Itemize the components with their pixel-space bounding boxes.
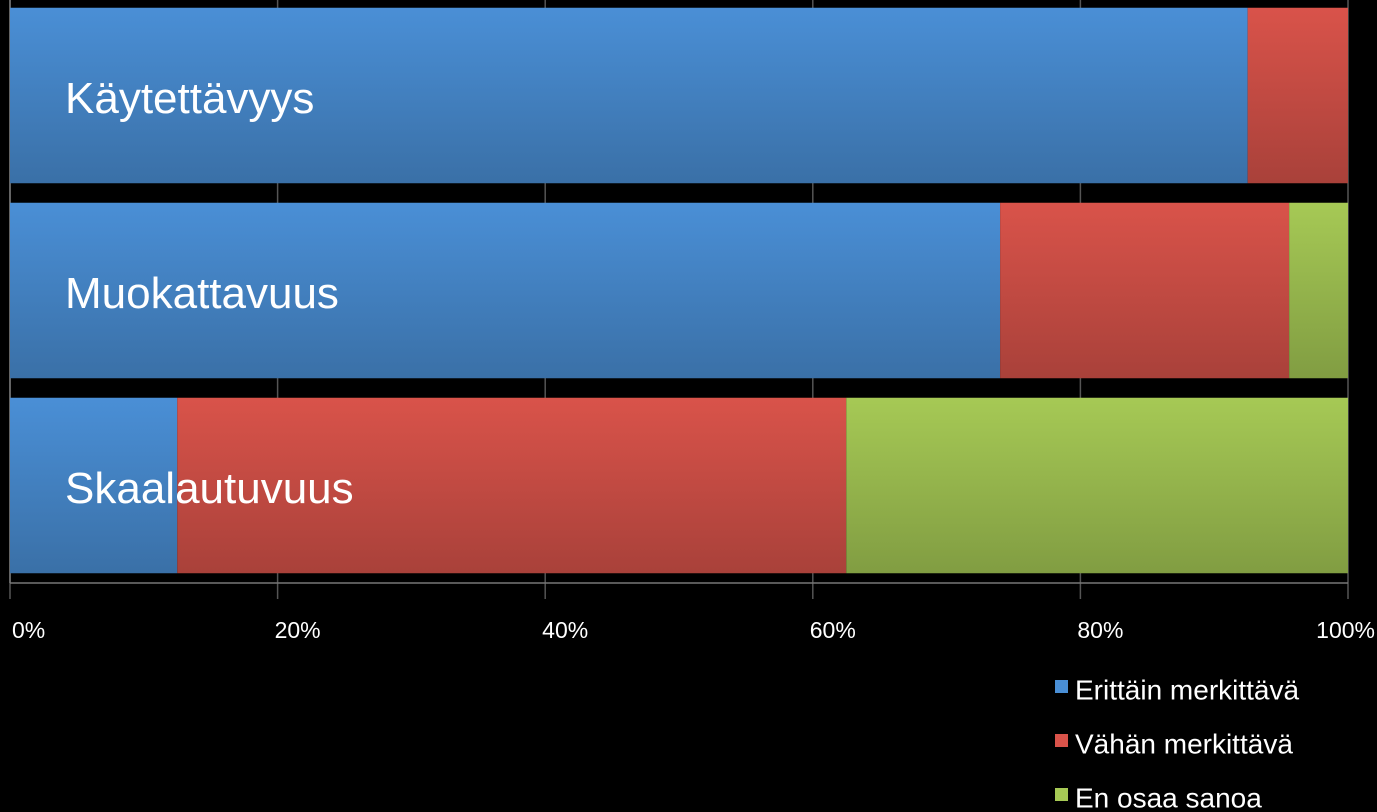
category-label: Käytettävyys [65,74,314,123]
x-tick-label: 0% [12,617,45,643]
category-label: Muokattavuus [65,269,339,318]
x-tick-label: 20% [275,617,321,643]
bar-segment [1289,202,1348,379]
legend-label: En osaa sanoa [1075,782,1262,812]
legend-swatch [1055,734,1068,747]
bar-segment [1247,7,1348,184]
legend-label: Vähän merkittävä [1075,728,1293,759]
bar-segment [846,397,1348,574]
legend-label: Erittäin merkittävä [1075,674,1299,705]
legend-swatch [1055,680,1068,693]
x-tick-label: 60% [810,617,856,643]
x-tick-label: 100% [1316,617,1375,643]
legend-swatch [1055,788,1068,801]
bar-segment [10,397,178,574]
x-tick-label: 80% [1077,617,1123,643]
bar-segment [177,397,847,574]
bar-segment [1000,202,1290,379]
x-tick-label: 40% [542,617,588,643]
bar-segment [10,7,1248,184]
category-label: Skaalautuvuus [65,464,354,513]
bar-segment [10,202,1001,379]
